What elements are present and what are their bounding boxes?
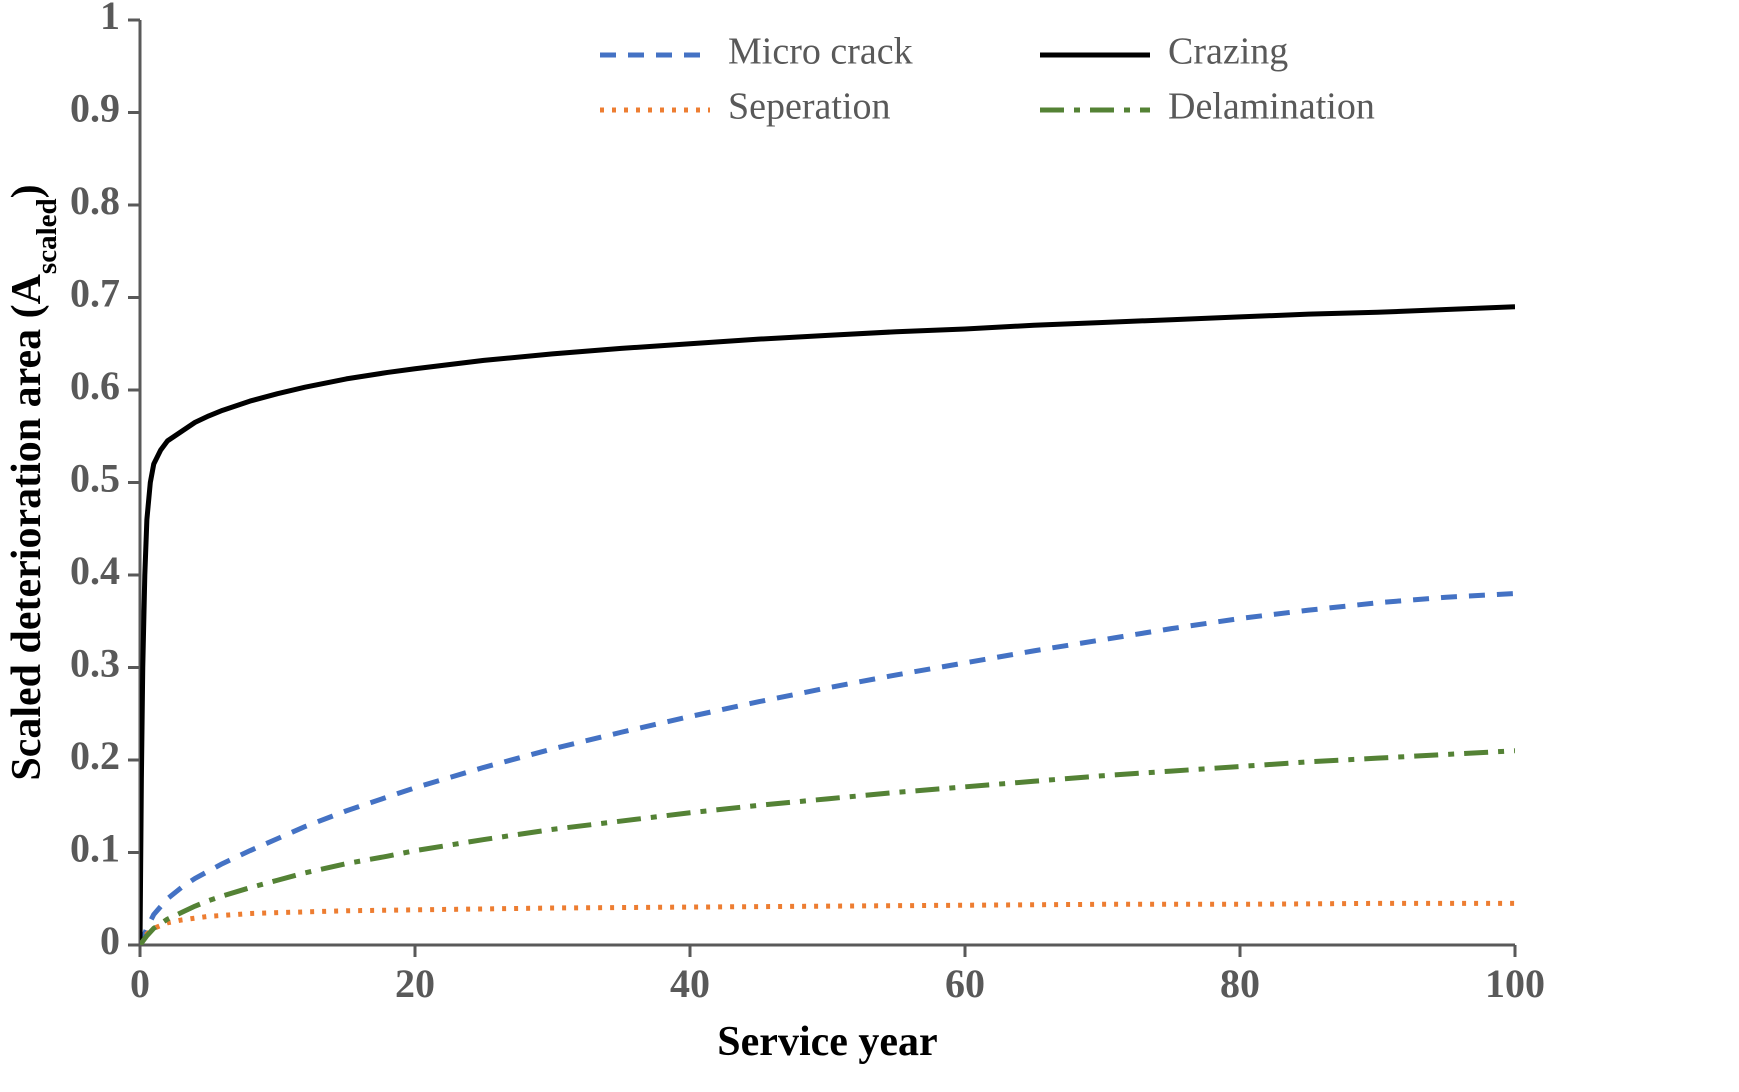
chart-background (0, 0, 1739, 1092)
y-tick-label: 0.4 (70, 548, 120, 593)
x-tick-label: 0 (130, 961, 150, 1006)
legend-label-seperation: Seperation (728, 86, 891, 128)
y-tick-label: 0.2 (70, 733, 120, 778)
line-chart: 0 0.1 0.2 0.3 0.4 0.5 0.6 0.7 0.8 0.9 1 0 20 40 60 80 10… (0, 0, 1739, 1092)
x-tick-label: 100 (1485, 961, 1545, 1006)
x-axis-title: Service year (717, 1019, 937, 1065)
y-tick-label: 0 (100, 918, 120, 963)
x-tick-label: 60 (945, 961, 985, 1006)
y-tick-label: 0.5 (70, 456, 120, 501)
y-tick-label: 0.1 (70, 826, 120, 871)
y-tick-label: 0.9 (70, 86, 120, 131)
y-tick-label: 1 (100, 0, 120, 38)
x-tick-label: 40 (670, 961, 710, 1006)
legend-label-delamination: Delamination (1168, 86, 1375, 128)
x-tick-label: 20 (395, 961, 435, 1006)
legend-label-crazing: Crazing (1168, 31, 1288, 73)
y-tick-label: 0.8 (70, 178, 120, 223)
legend-label-micro_crack: Micro crack (728, 31, 913, 73)
y-tick-label: 0.6 (70, 363, 120, 408)
x-tick-label: 80 (1220, 961, 1260, 1006)
y-tick-label: 0.7 (70, 271, 120, 316)
chart-container: 0 0.1 0.2 0.3 0.4 0.5 0.6 0.7 0.8 0.9 1 0 20 40 60 80 10… (0, 0, 1739, 1092)
y-tick-label: 0.3 (70, 641, 120, 686)
